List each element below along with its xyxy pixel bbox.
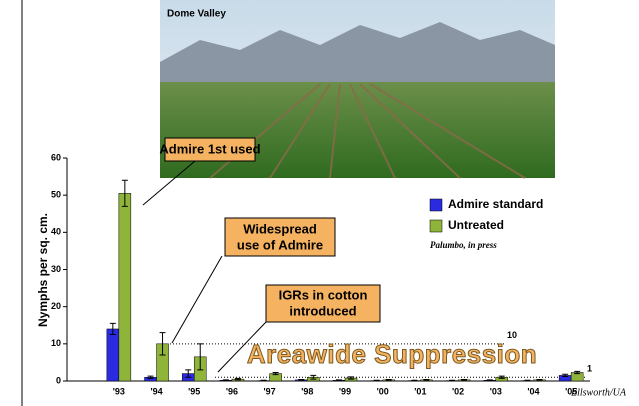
error-bar: [298, 379, 305, 381]
annotation-connectors: [142, 160, 267, 373]
error-bar: [185, 369, 192, 378]
x-tick-label: '96: [226, 386, 238, 396]
annotation: Admire 1st used: [159, 141, 260, 156]
x-tick-label: '03: [490, 386, 502, 396]
x-tick-label: '05: [565, 386, 577, 396]
error-bar: [348, 376, 354, 380]
legend-swatch: [429, 219, 443, 233]
error-bar: [373, 379, 380, 382]
error-bar: [536, 379, 543, 381]
reference-label: 10: [507, 330, 517, 340]
error-bar: [272, 371, 279, 376]
bar: [106, 328, 120, 382]
y-tick-label: 30: [51, 264, 61, 274]
source: Palumbo, in press: [430, 240, 497, 250]
error-bar: [260, 379, 267, 382]
legend-label: Untreated: [448, 218, 504, 232]
annotation-box: [164, 137, 256, 162]
legend-label: Admire standard: [448, 197, 543, 211]
credit: Ellsworth/UA: [570, 387, 627, 398]
annotation-box: [224, 217, 336, 257]
bar: [118, 193, 132, 382]
x-tick-label: '97: [264, 386, 276, 396]
error-bar: [486, 379, 493, 382]
error-bar: [222, 379, 229, 382]
error-bar: [574, 370, 581, 375]
error-bar: [461, 379, 468, 381]
y-tick-label: 0: [56, 375, 61, 385]
annotation-box: [265, 284, 381, 323]
x-tick-label: '93: [113, 386, 125, 396]
error-bar: [411, 379, 418, 382]
reference-label: 1: [587, 364, 592, 374]
error-bar: [310, 374, 317, 380]
y-tick-label: 50: [51, 190, 61, 200]
x-tick-label: '94: [150, 386, 162, 396]
y-tick-label: 20: [51, 301, 61, 311]
annotation: Widespread: [243, 221, 317, 236]
y-tick-label: 40: [51, 227, 61, 237]
error-bar: [423, 379, 430, 381]
error-bar: [562, 373, 569, 378]
error-bar: [498, 375, 505, 379]
annotation: introduced: [289, 303, 356, 318]
annotation: IGRs in cotton: [279, 287, 368, 302]
error-bar: [234, 377, 241, 381]
photo: Dome Valley: [160, 0, 555, 179]
error-bar: [147, 375, 154, 379]
error-bar: [109, 322, 116, 336]
y-axis-label: Nymphs per sq. cm.: [36, 213, 50, 327]
error-bar: [385, 379, 392, 381]
x-tick-label: '95: [188, 386, 200, 396]
x-tick-label: '04: [527, 386, 539, 396]
x-tick-label: '01: [414, 386, 426, 396]
error-bar: [197, 343, 204, 371]
legend-swatch: [429, 198, 443, 212]
error-bar: [159, 332, 166, 356]
error-bar: [336, 379, 342, 382]
x-tick-label: '99: [339, 386, 351, 396]
annotation: use of Admire: [237, 237, 323, 252]
error-bar: [121, 179, 128, 207]
error-bar: [524, 379, 531, 382]
error-bar: [449, 379, 456, 382]
y-tick-label: 60: [51, 152, 61, 162]
x-tick-label: '00: [377, 386, 389, 396]
banner: Areawide Suppression: [247, 339, 537, 369]
x-tick-label: '98: [301, 386, 313, 396]
x-tick-label: '02: [452, 386, 464, 396]
photo-caption: Dome Valley: [167, 9, 226, 20]
y-tick-label: 10: [51, 338, 61, 348]
